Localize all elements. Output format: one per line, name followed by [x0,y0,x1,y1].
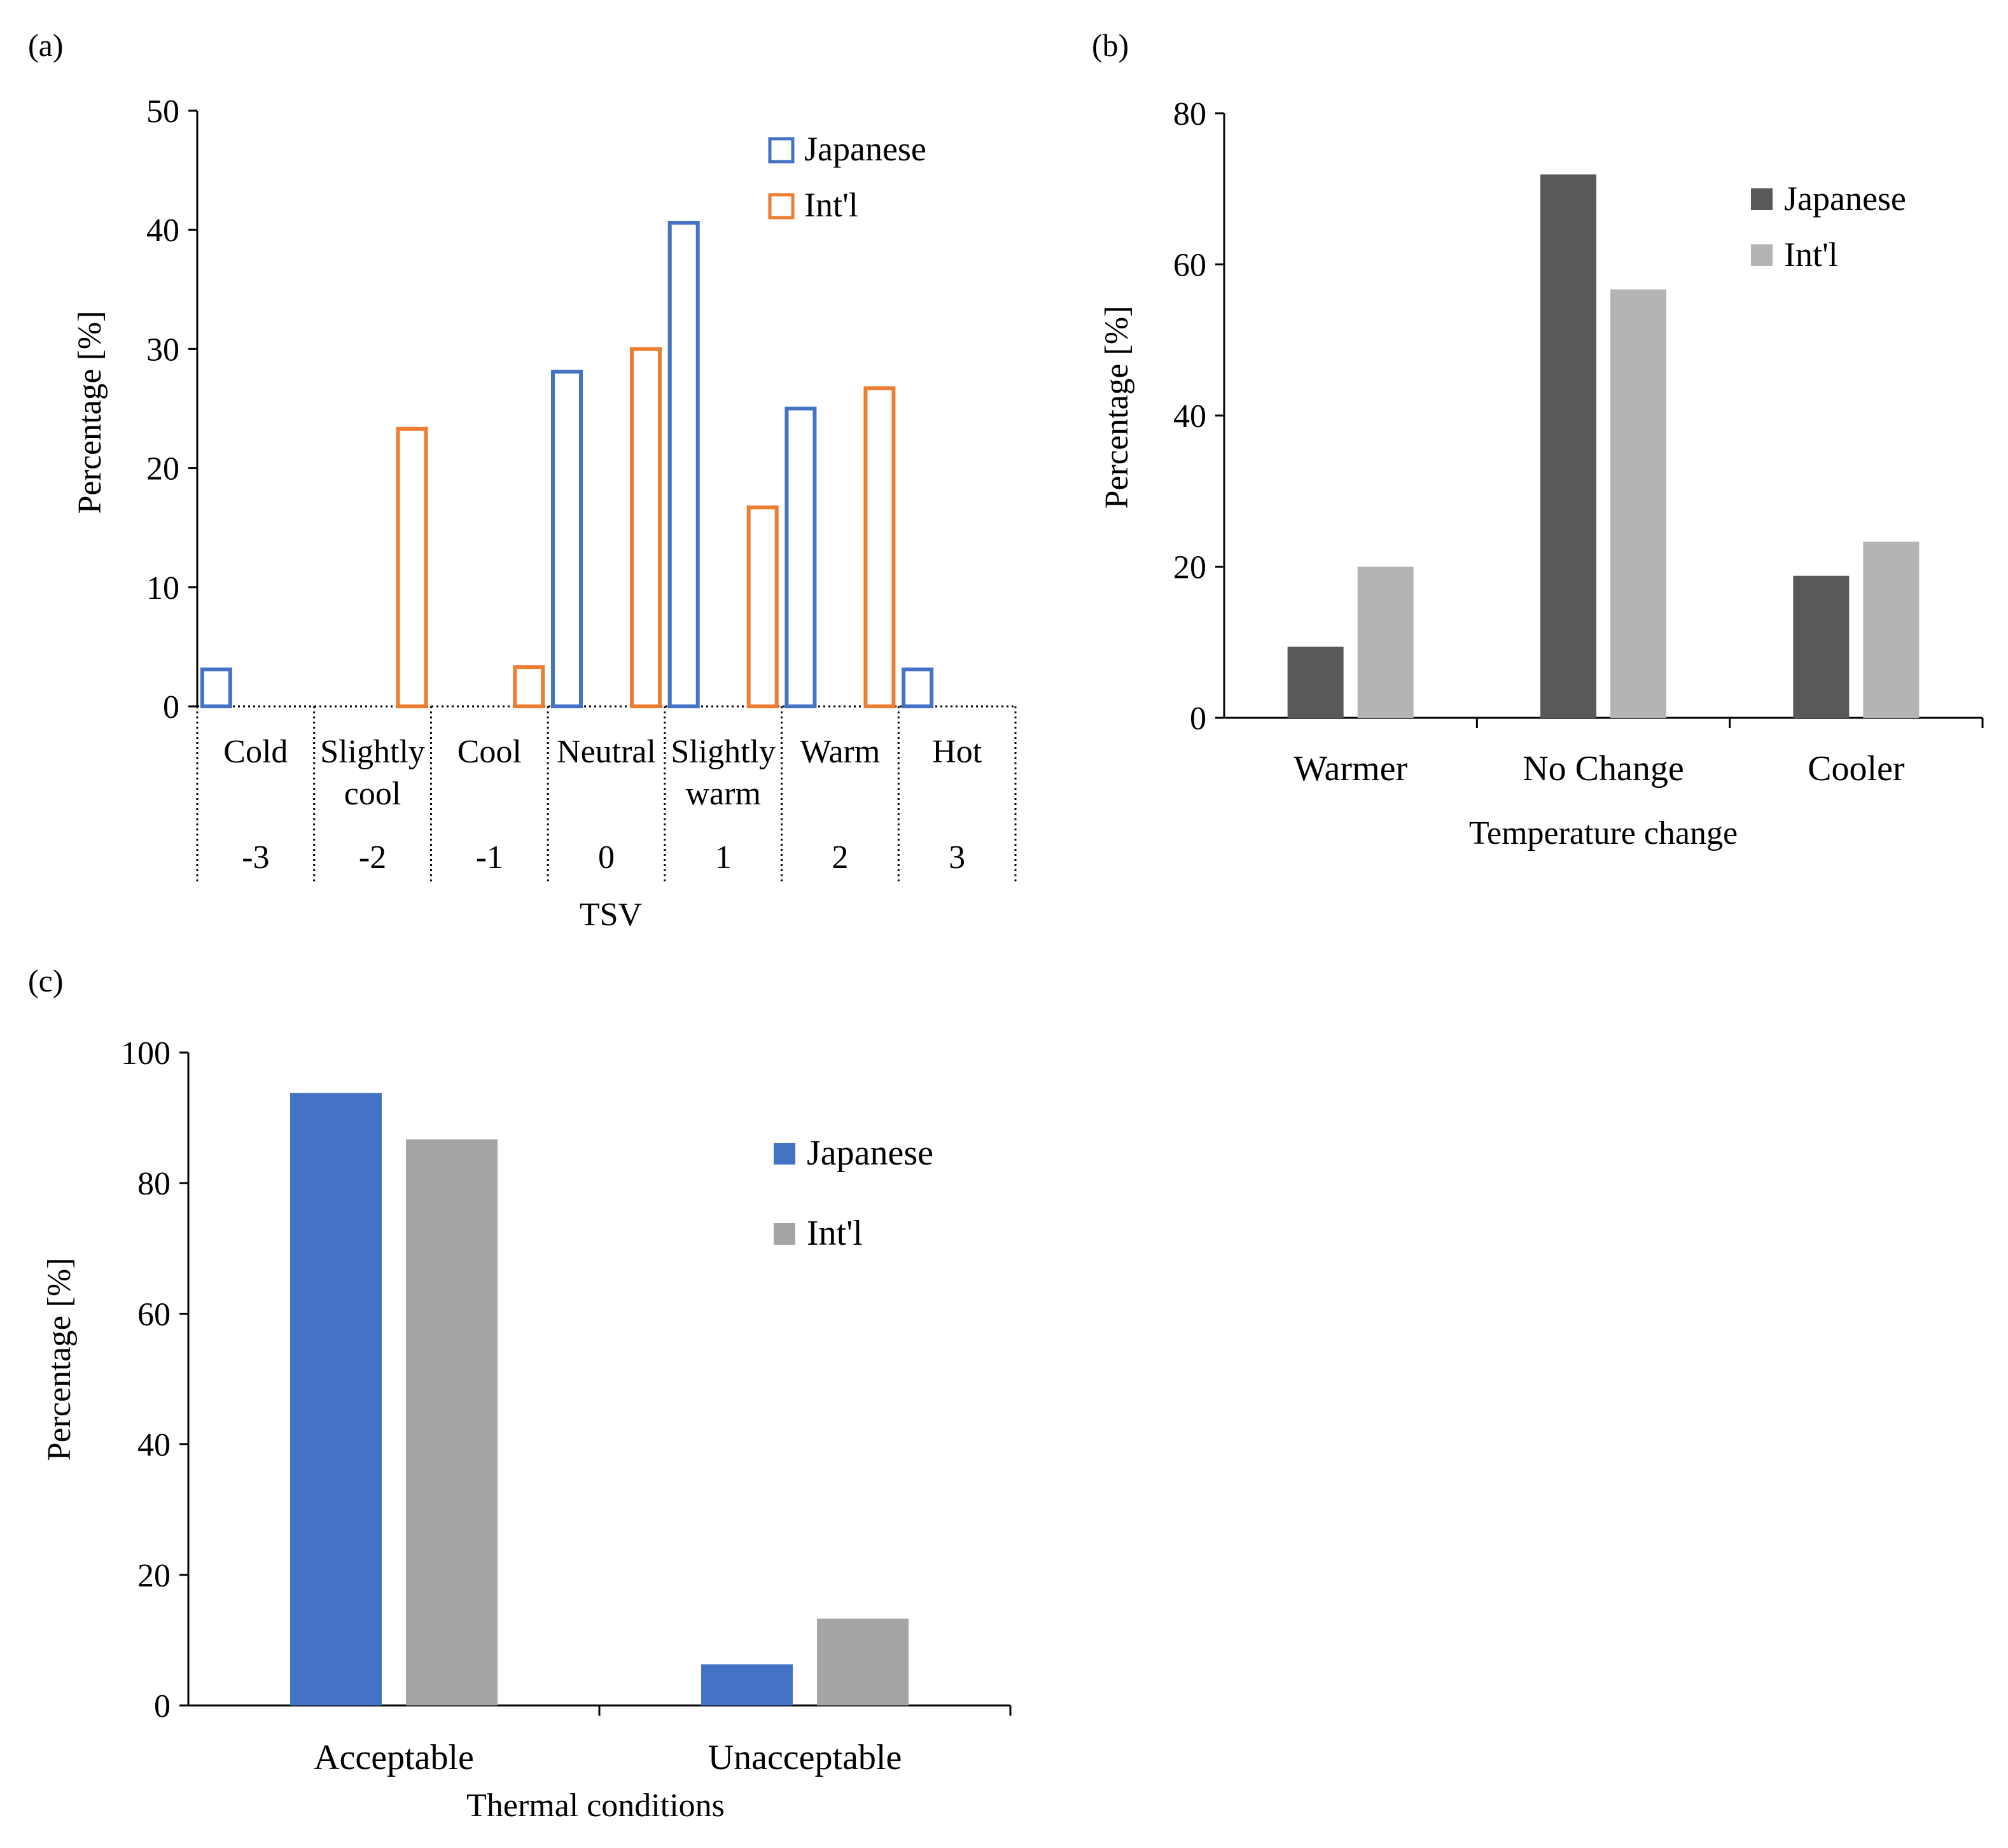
panel-a-bar-japanese-neutral [551,369,583,708]
panel-b-bar-japanese-cooler [1793,575,1850,718]
panel-b-y-tick-label: 20 [1173,550,1206,586]
panel-c-y-tick-label: 0 [154,1688,171,1725]
panel-a-category-label: Slightly [671,734,776,770]
panel-c-bar-int-l-acceptable [406,1139,498,1705]
panel-b-x-axis-label: Temperature change [1469,815,1738,851]
panel-b-bar-japanese-warmer [1287,647,1344,718]
panel-b-legend-label-int-l: Int'l [1784,235,1838,274]
panel-a-category-label: Hot [932,734,982,770]
panel-a-tsv-value: -1 [476,839,503,876]
panel-b: (b) 0 20 40 60 80 Warmer No Change Cooler Temp… [1092,27,1984,851]
panel-a-category-label: Warm [800,734,881,770]
panel-b-y-tick-label: 60 [1173,248,1206,284]
panel-a-y-axis-label: Percentage [%] [72,311,108,514]
panel-c-y-axis-label: Percentage [%] [41,1257,78,1460]
panel-a-label: (a) [28,27,64,63]
panel-a-category-label: warm [686,776,761,812]
panel-c-category-label: Unacceptable [708,1738,902,1777]
panel-b-y-tick-label: 80 [1173,96,1206,132]
panel-c-legend-swatch-japanese [774,1143,795,1165]
panel-a-bar-japanese-warm [784,407,817,708]
panel-c-label: (c) [28,963,64,998]
panel-b-y-ticks: 0 20 40 60 80 [1173,96,1224,737]
panel-b-label: (b) [1092,27,1129,63]
panel-b-y-axis-label: Percentage [%] [1099,305,1135,508]
panel-a-bar-japanese-slightly-warm [667,220,700,708]
panel-c-legend: Japanese Int'l [774,1133,933,1253]
panel-a-category-label: cool [344,776,401,812]
panel-c-y-tick-label: 100 [121,1035,171,1072]
panel-a-legend-swatch-japanese [768,137,795,164]
panel-c-y-tick-label: 20 [137,1558,171,1594]
panel-a-bar-int-l-cool [513,665,545,708]
panel-a-bar-japanese-cold [200,667,232,709]
panel-a-tsv-value: -3 [242,839,269,876]
panel-c-legend-label-japanese: Japanese [807,1133,933,1173]
panel-c-y-ticks: 0 20 40 60 80 100 [121,1035,188,1725]
panel-a-y-ticks: 0 10 20 30 40 50 [146,94,197,725]
panel-c-x-axis-label: Thermal conditions [466,1788,725,1824]
panel-a-tsv-value: 3 [949,839,965,876]
panel-a-bars [200,220,934,709]
panel-b-legend-label-japanese: Japanese [1784,179,1906,218]
panel-b-category-label: No Change [1523,749,1684,788]
panel-b-bars [1287,174,1920,718]
panel-b-category-labels: Warmer No Change Cooler [1293,749,1905,788]
panel-a-legend: Japanese Int'l [768,130,926,224]
panel-b-bar-int-l-cooler [1863,542,1920,718]
panel-b-y-tick-label: 40 [1173,398,1206,435]
panel-b-legend: Japanese Int'l [1751,179,1906,274]
panel-b-category-label: Cooler [1808,749,1905,788]
panel-a-legend-swatch-int-l [768,193,795,220]
panel-a-tsv-value: 0 [598,839,615,876]
panel-c-bar-int-l-unacceptable [817,1618,909,1705]
panel-a-y-tick-label: 20 [146,451,179,487]
panel-b-bar-japanese-no-change [1540,174,1596,718]
panel-c-category-labels: Acceptable Unacceptable [314,1738,902,1777]
panel-b-bar-int-l-no-change [1610,289,1666,718]
panel-a-bar-japanese-hot [902,667,934,709]
panel-a-y-tick-label: 10 [146,570,179,606]
panel-c-legend-label-int-l: Int'l [807,1214,863,1253]
panel-a-tsv-value: -2 [359,839,386,876]
panel-a-x-axis-label: TSV [580,897,642,933]
panel-a-bar-int-l-slightly-cool [396,426,428,708]
panel-a-y-tick-label: 40 [146,213,179,249]
panel-a-tsv-value: 2 [832,839,848,876]
panel-b-category-label: Warmer [1293,749,1407,788]
panel-b-legend-swatch-japanese [1751,188,1773,210]
panel-b-legend-swatch-int-l [1751,244,1773,266]
panel-c-y-tick-label: 40 [137,1427,171,1464]
panel-a-legend-label-int-l: Int'l [804,186,858,224]
panel-c-category-label: Acceptable [314,1738,474,1777]
panel-c-y-tick-label: 80 [137,1166,171,1202]
panel-a-legend-label-japanese: Japanese [804,130,926,168]
panel-c-bar-japanese-acceptable [290,1093,382,1705]
panel-a-tsv-value: 1 [715,839,732,876]
panel-c-bars [290,1093,909,1705]
panel-c-bar-japanese-unacceptable [701,1664,793,1705]
panel-b-y-tick-label: 0 [1190,701,1206,737]
panel-a-category-label: Cold [223,734,288,770]
panel-a-y-tick-label: 0 [163,689,179,725]
panel-a-y-tick-label: 30 [146,332,179,368]
panel-a-grid [196,111,1017,882]
panel-c-y-tick-label: 60 [137,1296,171,1333]
panel-a-bar-int-l-slightly-warm [746,505,779,708]
panel-a-category-labels: Cold -3 Slightly cool -2 Cool -1 Neutral 0 Slight… [223,734,982,876]
panel-a-bar-int-l-neutral [630,347,662,708]
panel-c-legend-swatch-int-l [774,1223,795,1245]
panel-a-bar-int-l-warm [863,386,896,709]
panel-b-bar-int-l-warmer [1357,566,1414,718]
panel-a-category-label: Slightly [320,734,425,770]
panel-a-y-tick-label: 50 [146,94,179,130]
panel-a-category-label: Cool [457,734,522,770]
panel-a-category-label: Neutral [557,734,656,770]
